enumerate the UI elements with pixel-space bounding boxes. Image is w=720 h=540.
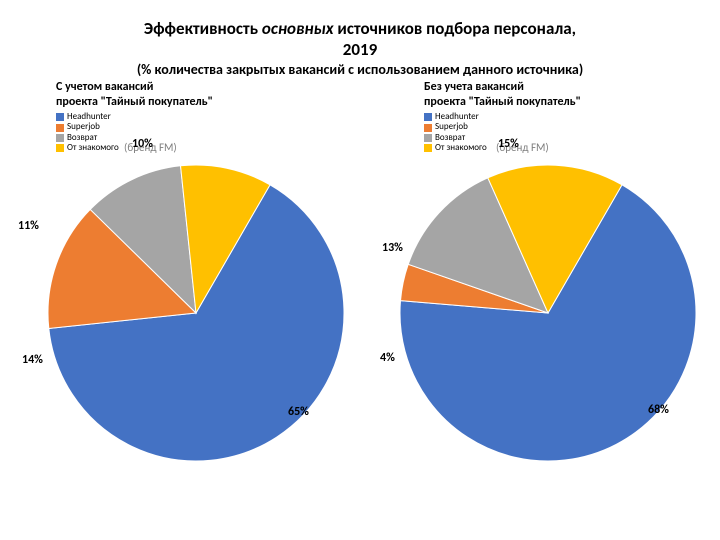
page-title: Эффективность основных источников подбор… <box>0 0 720 78</box>
legend-item: От знакомого <box>56 143 366 153</box>
chart-left-title: С учетом вакансий проекта "Тайный покупа… <box>56 80 366 110</box>
title-line2: 2019 <box>0 39 720 60</box>
swatch-icon <box>424 144 432 152</box>
swatch-icon <box>424 134 432 142</box>
data-label: 15% <box>498 137 519 151</box>
data-label: 68% <box>648 403 669 417</box>
page: { "title": { "line1_pre": "Эффективность… <box>0 0 720 540</box>
chart-right-legend: Headhunter Superjob Возврат От знакомого… <box>390 112 700 153</box>
title-line1: Эффективность основных источников подбор… <box>0 18 720 39</box>
pie-right: 68%4%13%15% <box>390 153 690 453</box>
title-em: основных <box>262 18 334 39</box>
swatch-icon <box>56 144 64 152</box>
data-label: 14% <box>22 353 43 367</box>
charts-row: С учетом вакансий проекта "Тайный покупа… <box>0 78 720 453</box>
legend-item: Superjob <box>424 122 700 132</box>
pie-svg <box>56 153 356 453</box>
swatch-icon <box>56 124 64 132</box>
legend-label: От знакомого <box>435 143 487 153</box>
data-label: 13% <box>382 241 403 255</box>
title-sub: (% количества закрытых вакансий с исполь… <box>0 61 720 79</box>
chart-right-title: Без учета вакансий проекта "Тайный покуп… <box>390 80 700 110</box>
data-label: 65% <box>288 405 309 419</box>
legend-item: От знакомого <box>424 143 700 153</box>
chart-right: Без учета вакансий проекта "Тайный покуп… <box>390 80 700 453</box>
swatch-icon <box>424 113 432 121</box>
data-label: 11% <box>18 219 39 233</box>
swatch-icon <box>56 113 64 121</box>
legend-item: Superjob <box>56 122 366 132</box>
legend-label: От знакомого <box>67 143 119 153</box>
title-text: источников подбора персонала, <box>334 18 577 39</box>
data-label: 4% <box>380 351 395 365</box>
swatch-icon <box>56 134 64 142</box>
pie-svg <box>390 153 690 453</box>
chart-left: С учетом вакансий проекта "Тайный покупа… <box>56 80 366 453</box>
swatch-icon <box>424 124 432 132</box>
pie-left: 65%14%11%10% <box>56 153 356 453</box>
legend-item: Headhunter <box>56 112 366 122</box>
chart-left-legend: Headhunter Superjob Возврат От знакомого… <box>56 112 366 153</box>
data-label: 10% <box>132 137 153 151</box>
title-text: Эффективность <box>144 18 262 39</box>
